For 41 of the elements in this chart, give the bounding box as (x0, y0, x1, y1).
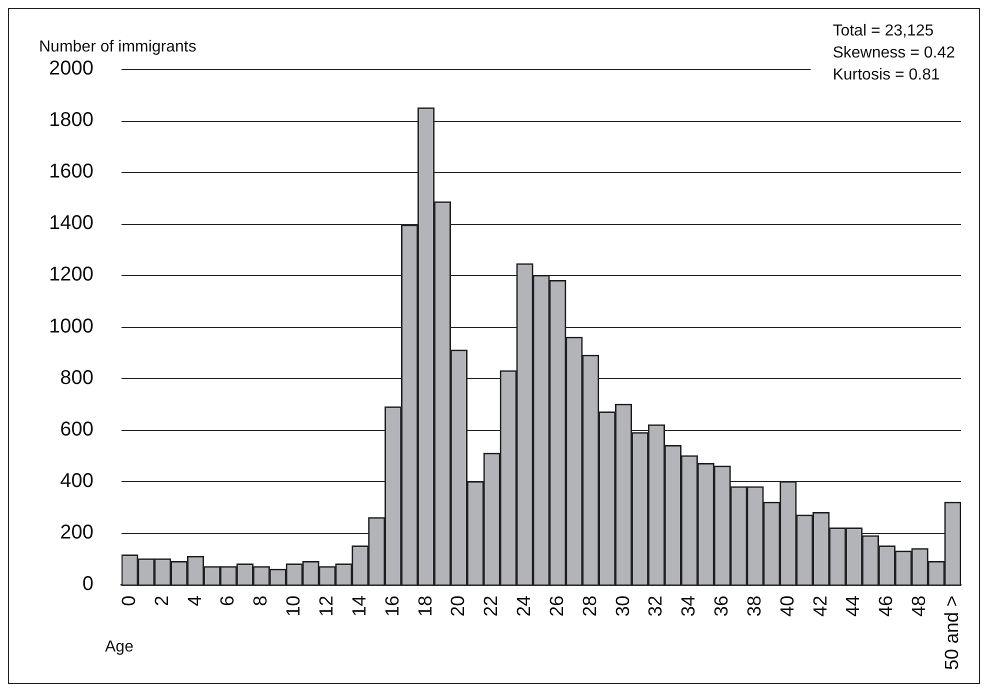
x-tick-label: 34 (678, 595, 700, 617)
x-tick-label: 2 (152, 596, 173, 606)
x-tick-label: 0 (118, 596, 140, 606)
y-tick-label: 2000 (48, 58, 94, 80)
x-tick-label: 24 (514, 595, 536, 617)
x-tick-label: 16 (382, 596, 404, 617)
text: Total = 23,125 (832, 22, 934, 40)
x-tick-label: 10 (284, 596, 305, 617)
y-tick-label: 200 (60, 521, 94, 544)
x-tick-label: 18 (415, 596, 436, 617)
y-tick-label: 1800 (48, 109, 94, 132)
x-tick-label: 50 and > (942, 596, 964, 670)
x-axis-title: Age (105, 638, 134, 656)
x-tick-label: 8 (250, 596, 272, 606)
x-tick-label: 38 (744, 596, 766, 617)
x-tick-label: 36 (712, 596, 733, 617)
x-tick-label: 48 (909, 596, 930, 617)
text: Skewness = 0.42 (832, 44, 956, 62)
y-tick-label: 1400 (48, 212, 94, 234)
annotation: Kurtosis = 0.81 (832, 66, 940, 84)
y-tick-label: 1200 (48, 264, 94, 286)
x-tick-label: 4 (184, 595, 206, 606)
x-tick-label: 40 (777, 596, 798, 617)
x-tick-label: 22 (481, 596, 502, 617)
x-tick-label: 28 (580, 596, 601, 617)
x-tick-label: 12 (316, 596, 338, 617)
x-tick-label: 6 (218, 596, 239, 606)
x-tick-label: 14 (349, 595, 370, 617)
x-tick-label: 44 (843, 595, 864, 617)
x-tick-label: 30 (612, 596, 634, 617)
y-axis-title: Number of immigrants (39, 38, 196, 56)
y-tick-label: 400 (60, 470, 94, 492)
x-tick-label: 42 (810, 596, 832, 617)
x-tick-label: 20 (448, 596, 470, 617)
y-tick-label: 800 (60, 366, 94, 389)
x-tick-label: 26 (546, 596, 568, 617)
y-tick-label: 1600 (48, 160, 94, 183)
x-tick-label: 46 (876, 596, 898, 617)
y-tick-label: 600 (60, 418, 94, 440)
x-tick-label: 32 (646, 596, 667, 617)
y-tick-label: 1000 (48, 315, 94, 338)
